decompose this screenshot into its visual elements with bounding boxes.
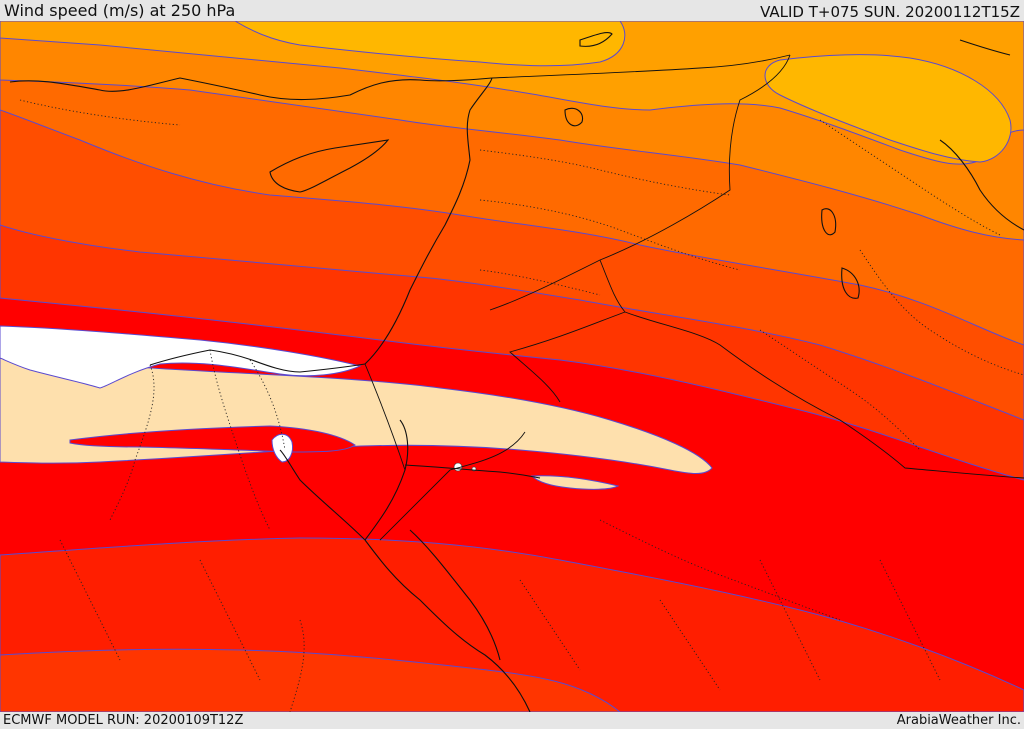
footer-bar: ECMWF MODEL RUN: 20200109T12Z ArabiaWeat… bbox=[0, 712, 1024, 729]
band-orange-5b bbox=[764, 54, 1012, 163]
white-island bbox=[271, 433, 293, 463]
wind-speed-map[interactable] bbox=[0, 21, 1024, 712]
model-run-label: ECMWF MODEL RUN: 20200109T12Z bbox=[3, 713, 244, 728]
band-orange-red-s bbox=[0, 648, 621, 712]
map-canvas bbox=[0, 21, 1024, 712]
band-orange-5 bbox=[234, 21, 626, 67]
header-bar: Wind speed (m/s) at 250 hPa VALID T+075 … bbox=[0, 0, 1024, 21]
tan-lens bbox=[530, 475, 620, 490]
band-orange-4 bbox=[0, 21, 1024, 165]
map-title: Wind speed (m/s) at 250 hPa bbox=[4, 1, 236, 20]
valid-time: VALID T+075 SUN. 20200112T15Z bbox=[760, 3, 1020, 21]
credit-label: ArabiaWeather Inc. bbox=[896, 713, 1021, 728]
coastlines bbox=[9, 31, 1024, 712]
borders bbox=[364, 54, 1024, 541]
dotted-borders bbox=[19, 99, 1024, 712]
